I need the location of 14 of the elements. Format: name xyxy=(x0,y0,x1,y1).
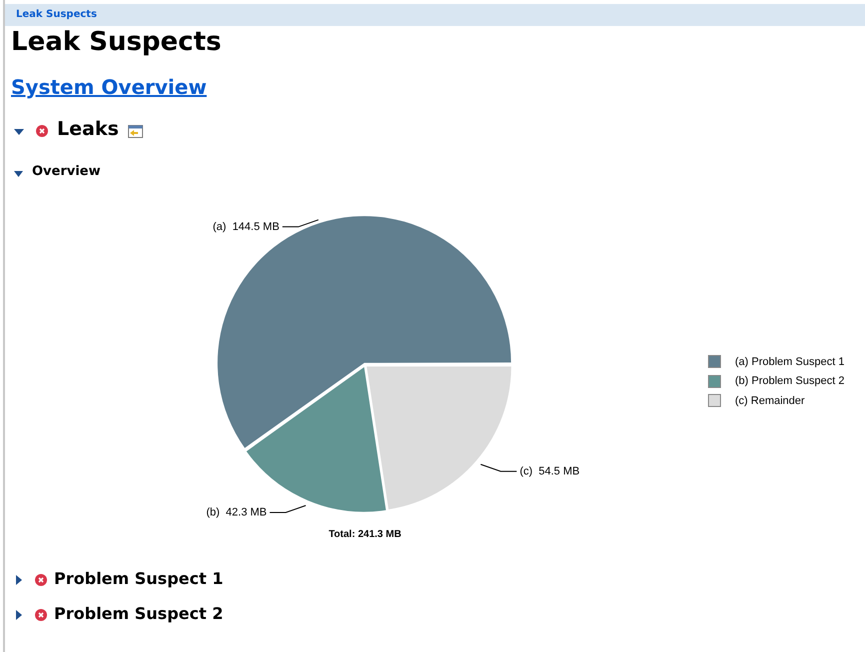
text: Leak Suspects xyxy=(16,9,97,20)
text: System Overview xyxy=(11,75,207,99)
text: Problem Suspect 2 xyxy=(54,604,224,623)
text: Total: 241.3 MB xyxy=(328,529,402,540)
data-label: (c) 54.5 MB xyxy=(520,465,580,478)
data-label: (a) 144.5 MB xyxy=(212,220,280,233)
legend-label: (c) Remainder xyxy=(735,394,805,407)
chart-title: Leak Suspects xyxy=(11,27,222,57)
legend-label: (a) Problem Suspect 1 xyxy=(735,356,844,368)
text: Problem Suspect 1 xyxy=(54,569,224,588)
data-label: (b) 42.3 MB xyxy=(206,506,267,519)
text: Overview xyxy=(32,164,101,179)
legend-label: (b) Problem Suspect 2 xyxy=(735,375,844,388)
text: Leaks xyxy=(57,118,119,140)
